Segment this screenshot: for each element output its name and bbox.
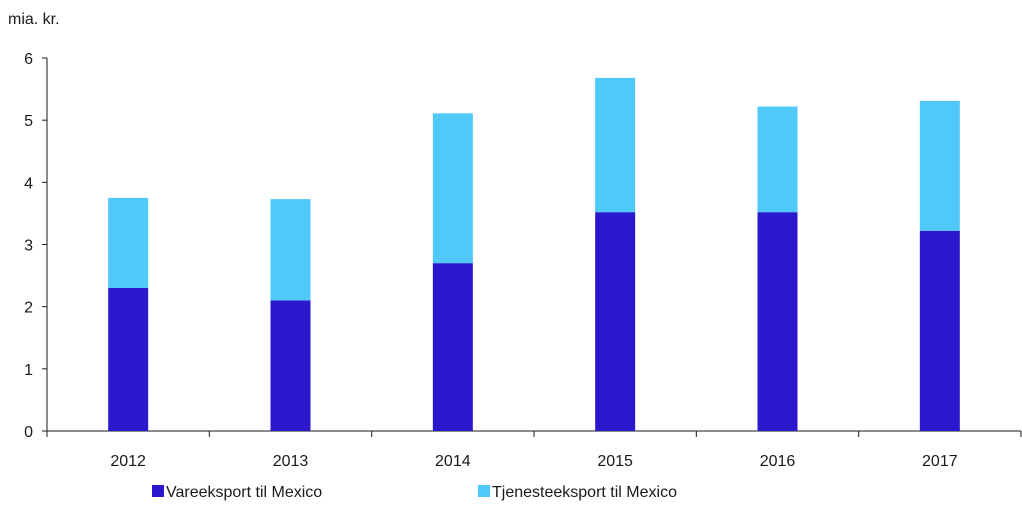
bar-tjenesteeksport-2012 xyxy=(108,197,149,289)
y-tick-label: 2 xyxy=(24,300,33,317)
y-axis: 0 1 2 3 4 5 6 xyxy=(24,51,48,441)
x-tick-label: 2012 xyxy=(110,453,146,470)
legend-label: Vareeksport til Mexico xyxy=(166,484,322,501)
y-tick-label: 4 xyxy=(24,175,33,192)
bar-tjenesteeksport-2017 xyxy=(919,100,960,231)
bar-vareeksport-2017 xyxy=(919,230,960,431)
bar-tjenesteeksport-2016 xyxy=(757,106,798,213)
y-tick-label: 3 xyxy=(24,238,33,255)
y-tick-label: 5 xyxy=(24,113,33,130)
x-tick-label: 2014 xyxy=(435,453,471,470)
legend-label: Tjenesteeksport til Mexico xyxy=(492,484,677,501)
x-tick-label: 2016 xyxy=(760,453,796,470)
y-tick-label: 0 xyxy=(24,424,33,441)
x-axis: 2012 2013 2014 2015 2016 2017 xyxy=(46,430,1022,470)
y-tick-label: 6 xyxy=(24,51,33,68)
bar-tjenesteeksport-2013 xyxy=(270,199,311,301)
x-tick-label: 2017 xyxy=(922,453,958,470)
bar-vareeksport-2016 xyxy=(757,212,798,431)
legend-swatch xyxy=(478,485,490,497)
bar-vareeksport-2012 xyxy=(108,288,149,431)
legend: Vareeksport til Mexico Tjenesteeksport ti… xyxy=(152,484,677,501)
bar-tjenesteeksport-2014 xyxy=(432,113,473,264)
bar-tjenesteeksport-2015 xyxy=(595,77,636,213)
bars xyxy=(108,77,960,431)
y-unit-label: mia. kr. xyxy=(8,11,60,28)
x-tick-label: 2015 xyxy=(597,453,633,470)
x-tick-label: 2013 xyxy=(273,453,309,470)
bar-vareeksport-2014 xyxy=(432,263,473,431)
bar-vareeksport-2015 xyxy=(595,212,636,431)
bar-vareeksport-2013 xyxy=(270,300,311,431)
y-tick-label: 1 xyxy=(24,362,33,379)
legend-swatch xyxy=(152,485,164,497)
